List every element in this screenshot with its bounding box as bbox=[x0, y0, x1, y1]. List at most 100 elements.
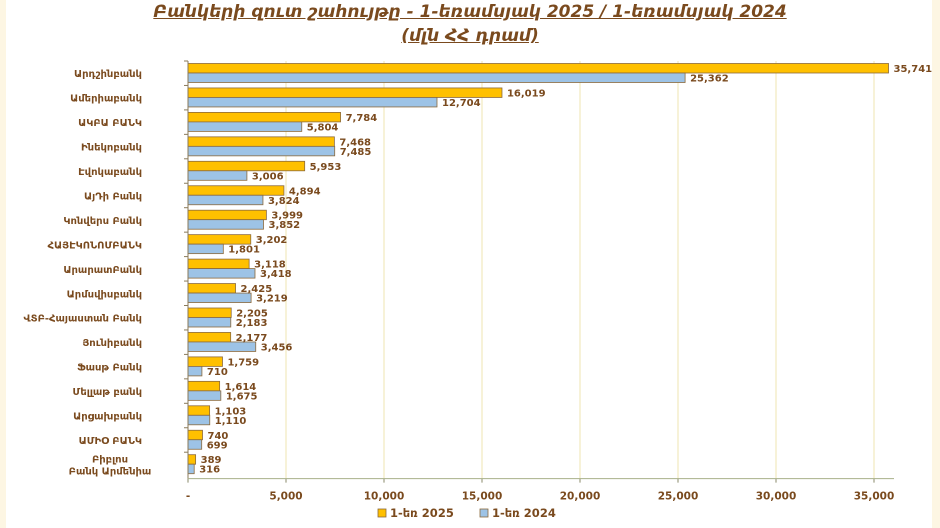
bar-2024 bbox=[187, 390, 222, 401]
value-label: 2,425 bbox=[241, 284, 273, 295]
value-label: 1,759 bbox=[227, 357, 259, 368]
value-label: 1,614 bbox=[225, 382, 257, 393]
bar-2025 bbox=[187, 283, 236, 294]
category-label: ԱՄԻՕ ԲԱՆԿ bbox=[79, 436, 142, 447]
category-labels: Արդշինբանկ Ամերիաբանկ ԱԿԲԱ ԲԱՆԿ Ինեկոբանկ Էվ… bbox=[24, 69, 152, 477]
bar-2025 bbox=[187, 160, 306, 172]
bar-2025 bbox=[187, 185, 285, 196]
category-label: ՀԱՅԷԿՈՆՈՄԲԱՆԿ bbox=[48, 240, 142, 251]
bar-2024 bbox=[187, 121, 303, 132]
category-label: Ամերիաբանկ bbox=[70, 94, 142, 105]
value-label: 5,804 bbox=[307, 122, 339, 133]
value-label: 740 bbox=[208, 431, 229, 442]
category-label-line: Բիբլոս bbox=[92, 454, 128, 465]
value-label: 3,219 bbox=[256, 294, 288, 305]
bar-2024 bbox=[187, 72, 686, 83]
value-label: 4,894 bbox=[289, 186, 321, 197]
bar-2024 bbox=[187, 97, 438, 108]
bar-2025 bbox=[187, 307, 232, 318]
x-tick-label: - bbox=[186, 491, 190, 503]
legend-label: 1-եռ 2024 bbox=[492, 506, 556, 520]
gridlines bbox=[285, 61, 875, 479]
bar-2024 bbox=[187, 463, 195, 475]
value-label: 710 bbox=[207, 367, 228, 378]
category-label: ԱրարատԲանկ bbox=[63, 265, 142, 276]
bar-2025 bbox=[187, 454, 197, 465]
legend-swatch-2024 bbox=[479, 508, 489, 518]
value-label: 3,202 bbox=[256, 235, 288, 246]
category-label: Արցախբանկ bbox=[73, 412, 142, 423]
x-tick-label: 10,000 bbox=[364, 491, 405, 503]
x-tick-label: 35,000 bbox=[854, 491, 895, 503]
bar-2025 bbox=[187, 112, 341, 123]
category-label: Կոնվերս Բանկ bbox=[63, 216, 142, 227]
value-label: 3,118 bbox=[254, 260, 286, 271]
bar-2025 bbox=[187, 429, 203, 441]
category-label: Մելլաթ բանկ bbox=[73, 387, 142, 398]
legend-label: 1-եռ 2025 bbox=[390, 506, 454, 520]
bar-2024 bbox=[187, 365, 203, 377]
x-tick-label: 30,000 bbox=[756, 491, 797, 503]
bar-2025 bbox=[187, 234, 252, 245]
bar-2024 bbox=[187, 243, 224, 255]
value-label: 1,675 bbox=[226, 391, 258, 402]
bar-2024 bbox=[187, 145, 336, 157]
value-label: 2,183 bbox=[236, 318, 268, 329]
x-tick-label: 25,000 bbox=[658, 491, 699, 503]
category-label: ԱԿԲԱ ԲԱՆԿ bbox=[78, 118, 142, 129]
chart-subtitle: (մլն ՀՀ դրամ) bbox=[401, 26, 539, 46]
bar-2025 bbox=[187, 332, 232, 343]
value-label: 16,019 bbox=[507, 88, 546, 99]
value-label: 1,110 bbox=[215, 416, 247, 427]
category-label: Արմսվիսբանկ bbox=[67, 289, 142, 300]
bar-2024 bbox=[187, 194, 264, 206]
bars bbox=[187, 63, 889, 475]
value-label: 5,953 bbox=[310, 162, 342, 173]
value-label: 35,741 bbox=[894, 64, 933, 75]
category-label: Ինեկոբանկ bbox=[81, 143, 142, 154]
bar-2025 bbox=[187, 87, 503, 98]
value-label: 699 bbox=[207, 440, 228, 451]
value-label: 3,006 bbox=[252, 171, 284, 182]
bar-2025 bbox=[187, 136, 335, 147]
bar-2024 bbox=[187, 439, 203, 450]
category-label: Արդշինբանկ bbox=[74, 69, 142, 80]
bar-2025 bbox=[187, 258, 250, 270]
value-label: 1,801 bbox=[228, 245, 260, 256]
value-label: 2,205 bbox=[236, 309, 268, 320]
bar-2024 bbox=[187, 414, 211, 426]
value-label: 2,177 bbox=[236, 333, 268, 344]
x-tick-label: 15,000 bbox=[462, 491, 503, 503]
bar-2024 bbox=[187, 317, 232, 328]
value-label: 7,485 bbox=[340, 147, 372, 158]
value-label: 3,824 bbox=[268, 196, 300, 207]
axes: - 5,000 10,000 15,000 20,000 25,000 30,000 35,0… bbox=[184, 60, 895, 503]
bar-2024 bbox=[187, 219, 264, 230]
category-label: ԱյԴի Բանկ bbox=[84, 191, 142, 202]
category-label: Ֆասթ Բանկ bbox=[77, 363, 142, 374]
value-label: 3,418 bbox=[260, 269, 292, 280]
legend-swatch-2025 bbox=[377, 508, 387, 518]
legend: 1-եռ 2025 1-եռ 2024 bbox=[377, 506, 556, 520]
bar-2024 bbox=[187, 170, 248, 181]
category-label: Էվոկաբանկ bbox=[78, 167, 142, 178]
bar-2025 bbox=[187, 405, 211, 416]
chart-title: Բանկերի զուտ շահույթը - 1-եռամսյակ 2025 … bbox=[153, 2, 787, 22]
category-label: ՎՏԲ-Հայաստան Բանկ bbox=[24, 314, 142, 325]
value-label: 1,103 bbox=[215, 406, 247, 417]
category-label-line: Բանկ Արմենիա bbox=[69, 466, 152, 477]
x-tick-label: 20,000 bbox=[560, 491, 601, 503]
value-label: 3,456 bbox=[261, 342, 293, 353]
value-label: 12,704 bbox=[442, 98, 481, 109]
value-labels: 35,74125,36216,01912,7047,7845,8047,4687… bbox=[199, 64, 932, 476]
category-label: Բիբլոս Բանկ Արմենիա bbox=[69, 454, 152, 477]
value-label: 25,362 bbox=[690, 74, 729, 85]
bar-2024 bbox=[187, 268, 256, 279]
value-label: 7,468 bbox=[339, 137, 371, 148]
category-label: Յունիբանկ bbox=[82, 338, 142, 349]
value-label: 7,784 bbox=[346, 113, 378, 124]
bar-2025 bbox=[187, 209, 267, 221]
value-label: 316 bbox=[199, 465, 220, 476]
bar-2025 bbox=[187, 356, 223, 367]
